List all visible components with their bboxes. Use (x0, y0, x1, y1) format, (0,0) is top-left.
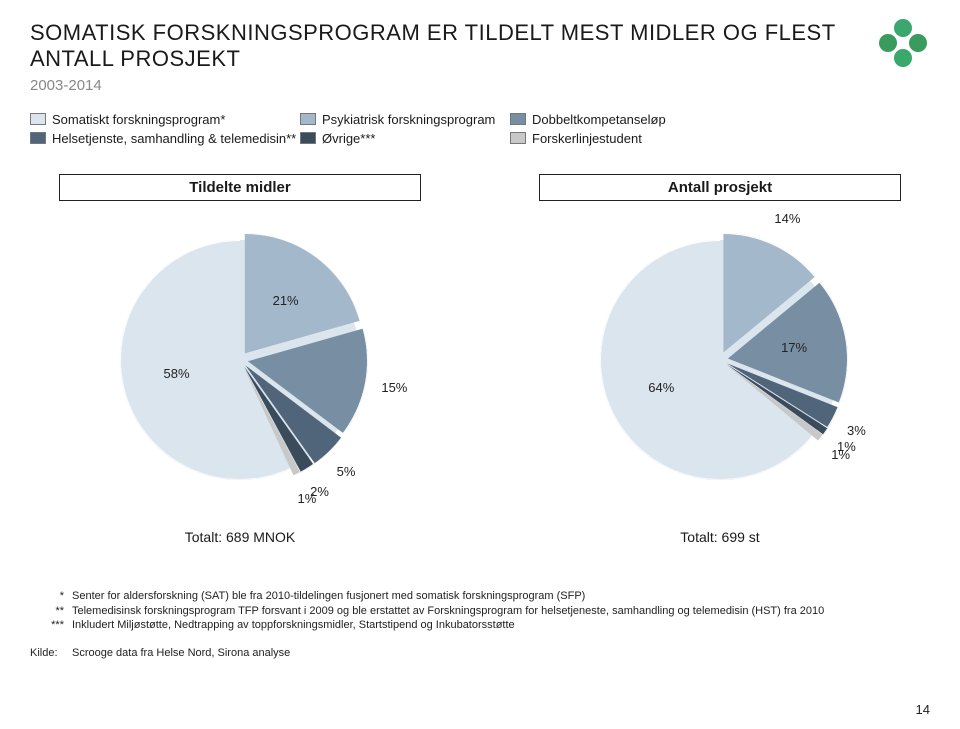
pie-slice-label: 5% (337, 464, 356, 479)
pie-slice-label: 1% (831, 447, 850, 462)
legend-item: Dobbeltkompetanseløp (510, 112, 720, 127)
chart-title: Antall prosjekt (539, 174, 901, 201)
legend-item: Helsetjenste, samhandling & telemedisin*… (30, 131, 300, 146)
legend-swatch (300, 113, 316, 125)
pie-slice-label: 58% (164, 366, 190, 381)
legend-swatch (30, 132, 46, 144)
page-subtitle: 2003-2014 (30, 77, 930, 94)
source: Kilde: Scrooge data fra Helse Nord, Siro… (30, 647, 930, 659)
chart-total: Totalt: 699 st (680, 529, 759, 545)
legend-item: Psykiatrisk forskningsprogram (300, 112, 510, 127)
footnote: *Senter for aldersforskning (SAT) ble fr… (30, 589, 930, 604)
page-number: 14 (916, 702, 930, 717)
pie-slice-label: 14% (774, 211, 800, 226)
legend-label: Dobbeltkompetanseløp (532, 112, 666, 127)
pie-slice-label: 1% (298, 491, 317, 506)
footnote: **Telemedisinsk forskningsprogram TFP fo… (30, 604, 930, 619)
footnotes: *Senter for aldersforskning (SAT) ble fr… (30, 589, 930, 634)
page-title: SOMATISK FORSKNINGSPROGRAM ER TILDELT ME… (30, 20, 930, 73)
chart-title: Tildelte midler (59, 174, 421, 201)
legend-item: Forskerlinjestudent (510, 131, 720, 146)
chart-tildelte-midler: Tildelte midler 58%21%15%5%2%1% Totalt: … (30, 174, 450, 545)
legend-swatch (510, 132, 526, 144)
legend-swatch (510, 113, 526, 125)
pie-slice-label: 21% (273, 293, 299, 308)
pie-slice-label: 3% (847, 423, 866, 438)
legend-label: Somatiskt forskningsprogram* (52, 112, 225, 127)
logo-icon (878, 18, 928, 71)
pie-slice-label: 17% (781, 340, 807, 355)
footnote: ***Inkludert Miljøstøtte, Nedtrapping av… (30, 618, 930, 633)
legend-label: Øvrige*** (322, 131, 375, 146)
legend: Somatiskt forskningsprogram* Psykiatrisk … (30, 112, 930, 146)
legend-item: Øvrige*** (300, 131, 510, 146)
pie-slice-label: 64% (648, 380, 674, 395)
legend-label: Helsetjenste, samhandling & telemedisin*… (52, 131, 296, 146)
legend-label: Psykiatrisk forskningsprogram (322, 112, 495, 127)
legend-swatch (30, 113, 46, 125)
legend-swatch (300, 132, 316, 144)
legend-label: Forskerlinjestudent (532, 131, 642, 146)
chart-antall-prosjekt: Antall prosjekt 64%14%17%3%1%1% Totalt: … (510, 174, 930, 545)
legend-item: Somatiskt forskningsprogram* (30, 112, 300, 127)
chart-total: Totalt: 689 MNOK (185, 529, 296, 545)
pie-slice-label: 15% (381, 380, 407, 395)
